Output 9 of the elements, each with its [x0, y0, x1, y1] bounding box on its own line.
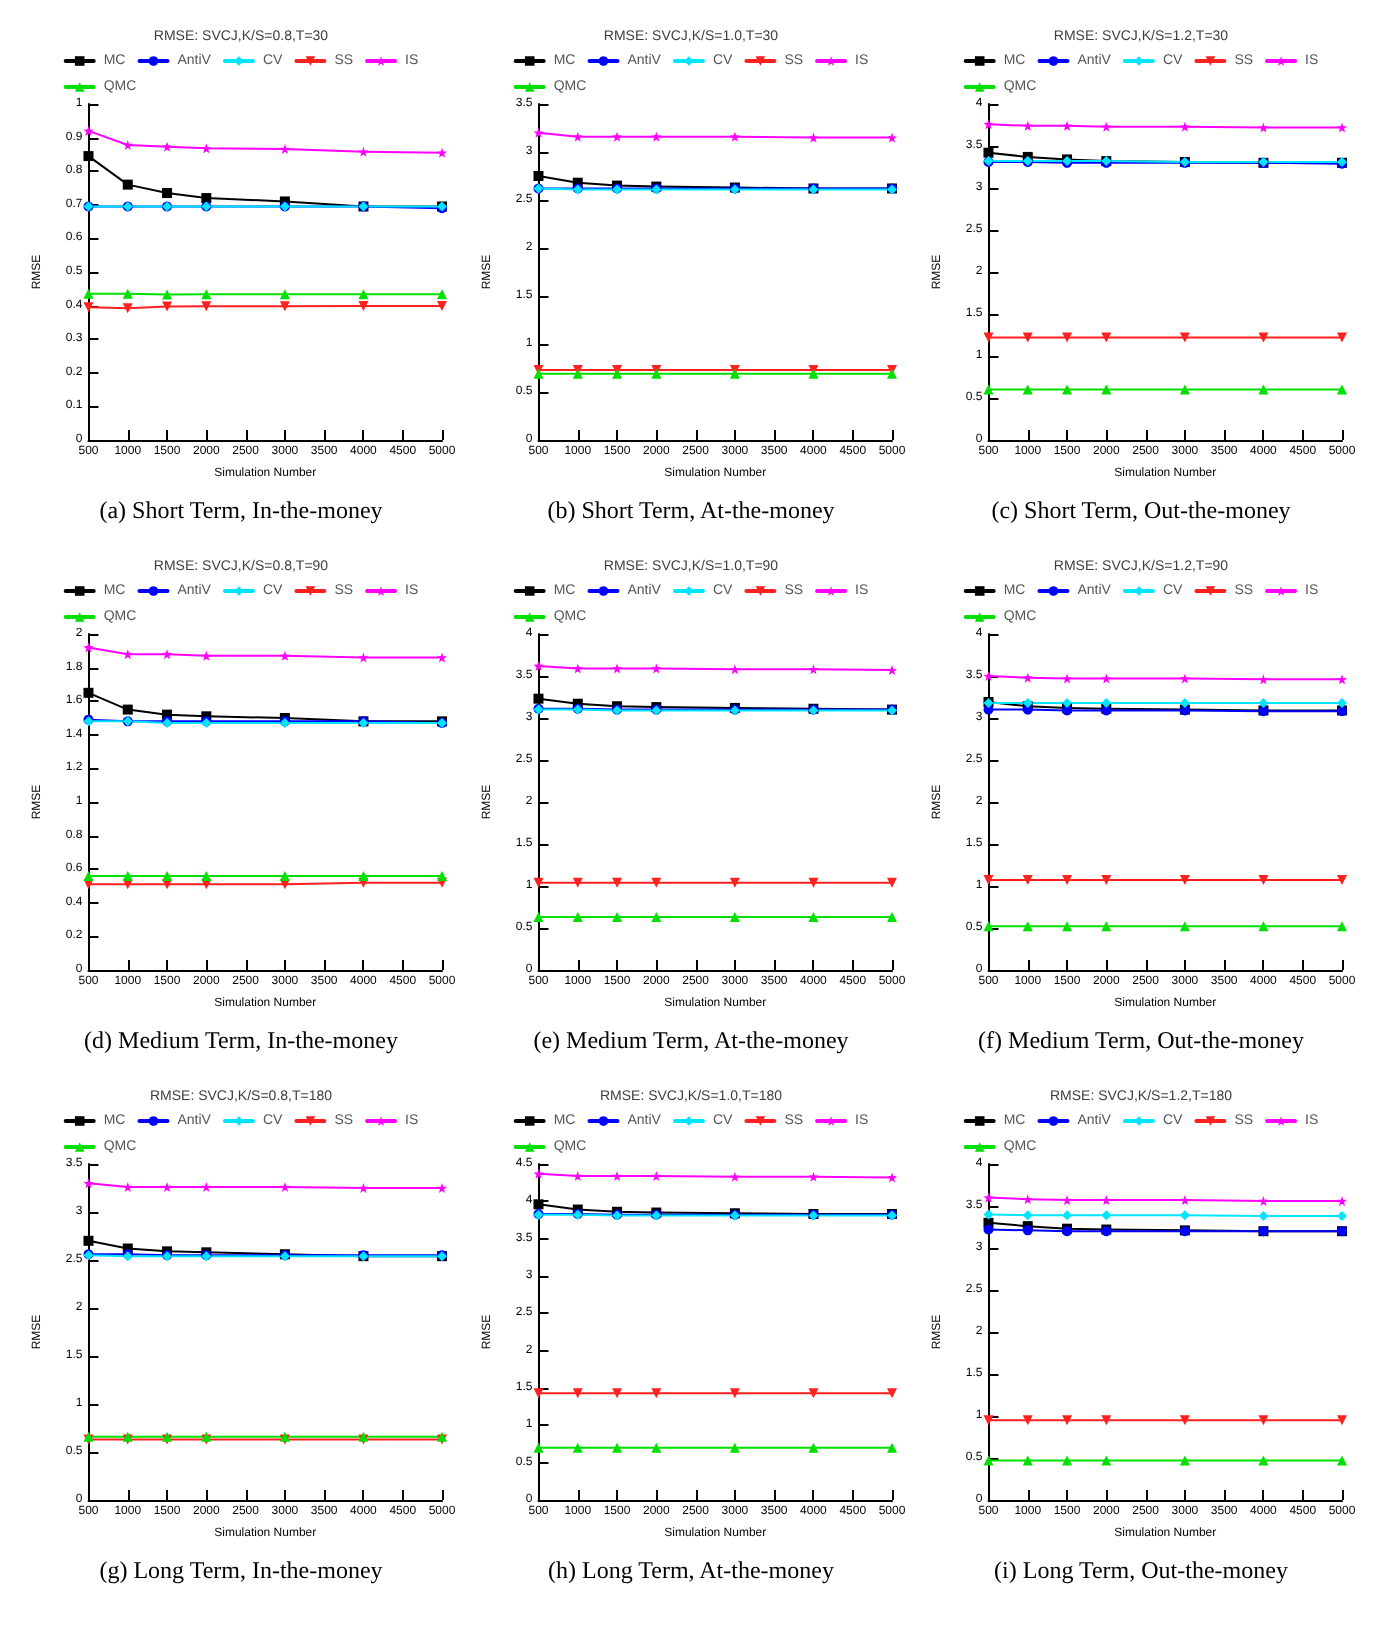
text: (f) Medium Term, Out-the-money — [976, 1026, 1306, 1056]
text: (b) Short Term, At-the-money — [545, 496, 837, 526]
text: (h) Long Term, At-the-money — [546, 1556, 836, 1586]
text: (d) Medium Term, In-the-money — [82, 1026, 400, 1056]
text: (a) Short Term, In-the-money — [97, 496, 385, 526]
text: (c) Short Term, Out-the-money — [989, 496, 1293, 526]
text: (e) Medium Term, At-the-money — [531, 1026, 851, 1056]
text: (i) Long Term, Out-the-money — [992, 1556, 1290, 1586]
text: (g) Long Term, In-the-money — [97, 1556, 385, 1586]
